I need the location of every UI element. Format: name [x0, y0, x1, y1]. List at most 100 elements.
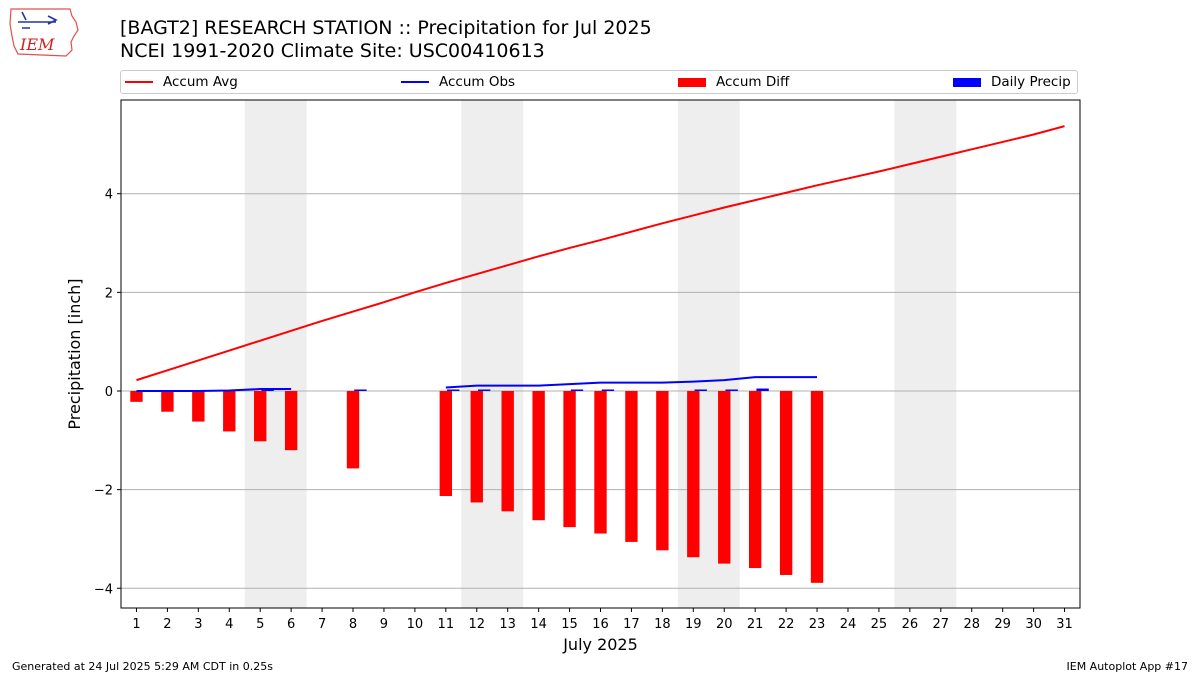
accum-diff-bar — [439, 390, 453, 497]
accum-diff-bar — [130, 390, 143, 402]
x-tick-label: 21 — [747, 617, 764, 632]
iowa-outline-icon — [9, 8, 79, 57]
weekend-band — [244, 100, 307, 608]
x-tick-label: 13 — [499, 617, 516, 632]
accum-diff-bar — [656, 390, 669, 551]
accum-diff-bar — [284, 390, 298, 451]
accum-diff-bar — [254, 390, 267, 442]
x-tick-label: 22 — [778, 617, 795, 632]
weather-instrument-icon — [18, 11, 58, 29]
y-tick-label: 4 — [105, 188, 113, 203]
daily-precip-bar — [477, 389, 491, 391]
accum-diff-bar — [625, 390, 638, 542]
x-tick-label: 25 — [871, 617, 888, 632]
daily-precip-bar — [447, 389, 460, 391]
accum-diff-bar — [687, 390, 700, 558]
legend-item-accum-avg: Accum Avg — [125, 71, 238, 93]
x-tick-label: 11 — [438, 617, 455, 632]
x-tick-label: 3 — [194, 617, 202, 632]
iem-logo: IEM — [9, 8, 79, 57]
x-tick-label: 2 — [163, 617, 171, 632]
y-axis-label: Precipitation [inch] — [65, 278, 84, 429]
x-tick-label: 16 — [592, 617, 609, 632]
x-tick-label: 5 — [256, 617, 264, 632]
bars — [130, 388, 824, 583]
x-tick-label: 4 — [225, 617, 233, 632]
x-tick-label: 10 — [407, 617, 424, 632]
daily-precip-bar — [570, 389, 584, 391]
legend-item-accum-diff: Accum Diff — [678, 71, 789, 93]
x-tick-label: 1 — [132, 617, 140, 632]
plot-frame — [120, 99, 1081, 609]
weekend-band — [894, 100, 957, 608]
legend-item-daily-precip: Daily Precip — [953, 71, 1071, 93]
accum-diff-bar — [532, 390, 545, 521]
accum-diff-bar — [748, 390, 762, 569]
x-tick-label: 7 — [318, 617, 326, 632]
accum-obs-line — [136, 388, 292, 392]
x-tick-label: 20 — [716, 617, 733, 632]
x-tick-label: 30 — [1025, 617, 1042, 632]
accum-diff-bar — [563, 390, 576, 528]
x-tick-label: 31 — [1056, 617, 1073, 632]
accum-diff-bar — [501, 390, 514, 512]
accum-diff-bar — [346, 390, 360, 469]
legend-label-accum-diff: Accum Diff — [716, 74, 790, 90]
x-tick-label: 29 — [994, 617, 1011, 632]
chart-title: [BAGT2] RESEARCH STATION :: Precipitatio… — [120, 17, 652, 39]
weekend-band — [461, 100, 524, 608]
accum-diff-bar — [718, 390, 731, 564]
app-credit: IEM Autoplot App #17 — [1066, 660, 1189, 673]
legend: Accum Avg Accum Obs Accum Diff Daily Pre… — [120, 70, 1078, 94]
x-axis: 1 2 3 4 5 6 7 8 9 10 11 12 13 14 15 16 17 18 19 20 21 22 23 24 2… — [132, 608, 1073, 632]
daily-precip-bar — [261, 389, 274, 391]
daily-precip-bar — [756, 388, 769, 391]
weekend-band — [677, 100, 740, 608]
x-tick-label: 14 — [530, 617, 547, 632]
accum-diff-bar — [470, 390, 483, 503]
accum-obs-line — [445, 376, 818, 389]
accum-diff-bar — [810, 390, 824, 583]
accum-avg-line — [136, 125, 1065, 382]
legend-swatch-daily-precip — [953, 77, 981, 87]
x-tick-label: 18 — [654, 617, 671, 632]
x-tick-label: 9 — [380, 617, 388, 632]
legend-item-accum-obs: Accum Obs — [401, 71, 515, 93]
daily-precip-bar — [601, 389, 615, 391]
x-tick-label: 6 — [287, 617, 295, 632]
y-tick-label: −4 — [94, 582, 113, 597]
generated-timestamp: Generated at 24 Jul 2025 5:29 AM CDT in … — [12, 660, 273, 673]
accum-diff-bar — [192, 390, 205, 422]
y-tick-label: 0 — [105, 385, 113, 400]
logo-text: IEM — [19, 35, 55, 54]
chart-subtitle: NCEI 1991-2020 Climate Site: USC00410613 — [120, 40, 545, 62]
accum-diff-bar — [223, 390, 236, 432]
x-tick-label: 24 — [840, 617, 857, 632]
x-tick-label: 27 — [933, 617, 950, 632]
y-tick-label: −2 — [94, 484, 113, 499]
x-tick-label: 17 — [623, 617, 640, 632]
accum-diff-bar — [594, 390, 607, 534]
lines — [136, 125, 1065, 392]
x-tick-label: 28 — [963, 617, 980, 632]
legend-swatch-accum-diff — [678, 77, 706, 87]
x-tick-label: 23 — [809, 617, 826, 632]
legend-label-accum-obs: Accum Obs — [439, 74, 516, 90]
gridlines — [121, 193, 1080, 589]
legend-swatch-accum-obs — [401, 81, 429, 83]
x-tick-label: 26 — [902, 617, 919, 632]
daily-precip-bar — [354, 389, 367, 391]
legend-swatch-accum-avg — [125, 81, 153, 83]
y-tick-label: 2 — [105, 286, 113, 301]
legend-label-daily-precip: Daily Precip — [991, 74, 1071, 90]
x-tick-label: 19 — [685, 617, 702, 632]
accum-diff-bar — [161, 390, 174, 412]
x-tick-label: 12 — [468, 617, 485, 632]
daily-precip-bar — [725, 389, 738, 391]
x-tick-label: 15 — [561, 617, 578, 632]
weekend-bands — [244, 100, 957, 608]
daily-precip-bar — [694, 389, 707, 391]
legend-label-accum-avg: Accum Avg — [163, 74, 238, 90]
accum-diff-bar — [779, 390, 793, 575]
